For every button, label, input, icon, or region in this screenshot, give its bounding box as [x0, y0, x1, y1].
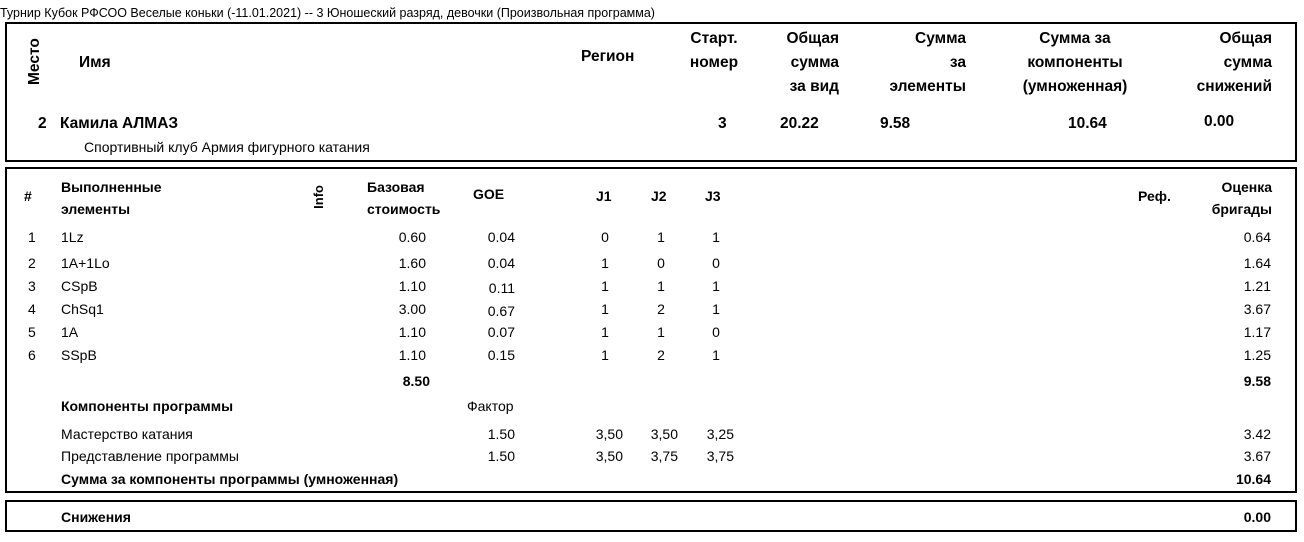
elements-score-header: Сумма за элементы [889, 30, 966, 95]
deductions-value: 0.00 [1243, 509, 1271, 525]
element-j1: 1 [601, 301, 609, 317]
element-j2: 0 [657, 255, 665, 271]
element-goe: 0.11 [488, 280, 515, 296]
j3-header: J3 [705, 188, 721, 204]
name-header: Имя [79, 54, 111, 71]
element-goe: 0.07 [487, 324, 515, 340]
element-base-value: 1.60 [398, 255, 426, 271]
element-name: 1A+1Lo [61, 255, 110, 271]
j1-header: J1 [596, 188, 612, 204]
element-panel-score: 1.64 [1243, 255, 1271, 271]
skater-start-number: 3 [718, 115, 727, 132]
element-base-value: 0.60 [398, 229, 426, 245]
component-score: 3.67 [1243, 448, 1271, 464]
element-goe: 0.04 [487, 229, 515, 245]
components-score-header: Сумма за компоненты (умноженная) [1022, 30, 1128, 95]
element-j3: 0 [712, 324, 720, 340]
executed-elements-header: Выполненные элементы [61, 179, 162, 217]
region-header: Регион [581, 48, 635, 65]
element-panel-score: 0.64 [1243, 229, 1271, 245]
deductions-box [5, 500, 1297, 532]
element-j2: 1 [657, 278, 665, 294]
j2-header: J2 [651, 188, 667, 204]
base-value-header: Базовая стоимость [367, 179, 441, 217]
element-name: ChSq1 [61, 301, 104, 317]
element-j1: 0 [601, 229, 609, 245]
factor-header: Фактор [467, 398, 514, 414]
components-total-label: Сумма за компоненты программы (умноженна… [61, 471, 399, 487]
skater-summary-box [5, 22, 1297, 162]
component-factor: 1.50 [487, 426, 515, 442]
skater-name: Камила АЛМАЗ [60, 115, 179, 132]
component-factor: 1.50 [487, 448, 515, 464]
element-j3: 1 [712, 278, 720, 294]
component-j2: 3,75 [650, 448, 678, 464]
element-base-value: 1.10 [398, 324, 426, 340]
element-name: 1Lz [61, 229, 84, 245]
element-j1: 1 [601, 324, 609, 340]
element-j2: 2 [657, 301, 665, 317]
element-j3: 1 [712, 229, 720, 245]
components-title: Компоненты программы [61, 398, 234, 414]
element-j3: 1 [712, 347, 720, 363]
deductions-total-header: Общая сумма снижений [1196, 30, 1272, 95]
component-name: Мастерство катания [61, 426, 193, 442]
component-j1: 3,50 [595, 448, 623, 464]
element-panel-score: 1.21 [1243, 278, 1271, 294]
element-num: 5 [28, 324, 36, 340]
skater-components-score: 10.64 [1068, 115, 1107, 132]
element-j2: 2 [657, 347, 665, 363]
place-header: Место [26, 38, 43, 86]
component-j3: 3,25 [706, 426, 734, 442]
element-j3: 1 [712, 301, 720, 317]
element-j1: 1 [601, 347, 609, 363]
skater-deductions: 0.00 [1204, 113, 1235, 130]
element-j2: 1 [657, 324, 665, 340]
element-num: 1 [28, 229, 36, 245]
element-j1: 1 [601, 278, 609, 294]
element-name: SSpB [61, 347, 97, 363]
num-header: # [24, 188, 32, 204]
elements-box [5, 167, 1297, 493]
element-panel-score: 1.17 [1243, 324, 1271, 340]
element-num: 6 [28, 347, 36, 363]
component-j2: 3,50 [650, 426, 678, 442]
element-j2: 1 [657, 229, 665, 245]
components-total-score: 10.64 [1235, 471, 1271, 487]
skater-club: Спортивный клуб Армия фигурного катания [84, 139, 370, 155]
element-goe: 0.67 [487, 303, 515, 319]
skater-place: 2 [38, 115, 47, 132]
element-num: 4 [28, 301, 36, 317]
element-goe: 0.15 [487, 347, 515, 363]
element-name: 1A [61, 324, 79, 340]
start-number-header: Старт. номер [689, 30, 739, 71]
element-panel-score: 1.25 [1243, 347, 1271, 363]
info-header: Info [311, 185, 326, 209]
element-panel-score: 3.67 [1243, 301, 1271, 317]
panel-score-header: Оценка бригады [1211, 179, 1272, 217]
element-j3: 0 [712, 255, 720, 271]
component-name: Представление программы [61, 448, 239, 464]
component-score: 3.42 [1243, 426, 1271, 442]
element-base-value: 3.00 [398, 301, 426, 317]
component-j1: 3,50 [595, 426, 623, 442]
goe-header: GOE [473, 186, 505, 202]
element-goe: 0.04 [487, 255, 515, 271]
component-j3: 3,75 [706, 448, 734, 464]
total-score-header: Общая сумма за вид [786, 30, 839, 95]
element-base-value: 1.10 [398, 347, 426, 363]
elements-base-total: 8.50 [402, 373, 430, 389]
elements-score-total: 9.58 [1243, 373, 1271, 389]
element-j1: 1 [601, 255, 609, 271]
event-title: Турнир Кубок РФСОО Веселые коньки (-11.0… [0, 6, 655, 20]
element-name: CSpB [61, 278, 98, 294]
ref-header: Реф. [1138, 188, 1171, 204]
element-num: 2 [28, 255, 36, 271]
skater-elements-score: 9.58 [880, 115, 911, 132]
deductions-label: Снижения [61, 509, 131, 525]
element-base-value: 1.10 [398, 278, 426, 294]
skater-total-score: 20.22 [780, 115, 819, 132]
element-num: 3 [28, 278, 36, 294]
